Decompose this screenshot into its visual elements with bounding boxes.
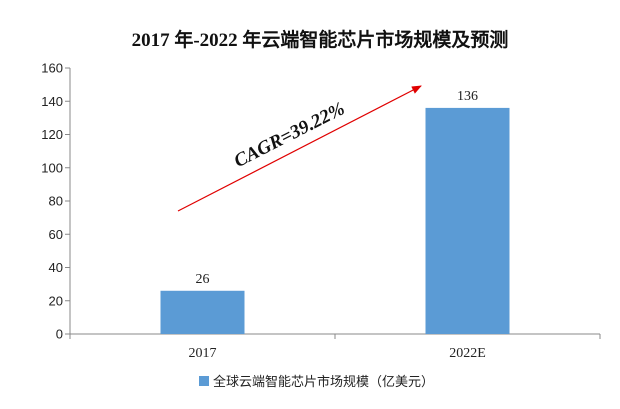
legend: 全球云端智能芯片市场规模（亿美元） — [199, 374, 434, 390]
x-tick-label-2017: 2017 — [189, 346, 217, 361]
cagr-arrow — [177, 85, 422, 212]
x-tick-label-2022E: 2022E — [449, 346, 486, 361]
legend-label: 全球云端智能芯片市场规模（亿美元） — [213, 374, 434, 390]
y-tick-label: 0 — [56, 327, 63, 342]
data-label-2017: 26 — [196, 272, 210, 287]
y-tick-label: 100 — [41, 160, 63, 175]
y-tick-label: 60 — [49, 227, 63, 242]
bars — [160, 107, 510, 335]
bar-2017 — [160, 290, 245, 334]
legend-swatch — [199, 376, 209, 386]
x-axis: 2017 2022E — [69, 333, 601, 361]
y-tick-label: 120 — [41, 127, 63, 142]
chart-title: 2017 年-2022 年云端智能芯片市场规模及预测 — [132, 28, 509, 51]
y-tick-label: 160 — [41, 61, 63, 76]
y-tick-label: 40 — [49, 260, 63, 275]
cagr-label: CAGR=39.22% — [231, 98, 348, 172]
bar-2022E — [425, 107, 510, 335]
y-tick-label: 80 — [49, 194, 63, 209]
data-labels: 26 136 — [196, 89, 479, 287]
y-axis: 0 20 40 60 80 100 120 140 160 — [41, 61, 71, 342]
data-label-2022E: 136 — [457, 89, 478, 104]
y-tick-label: 20 — [49, 293, 63, 308]
y-tick-label: 140 — [41, 94, 63, 109]
cagr-annotation: CAGR=39.22% — [177, 85, 422, 212]
